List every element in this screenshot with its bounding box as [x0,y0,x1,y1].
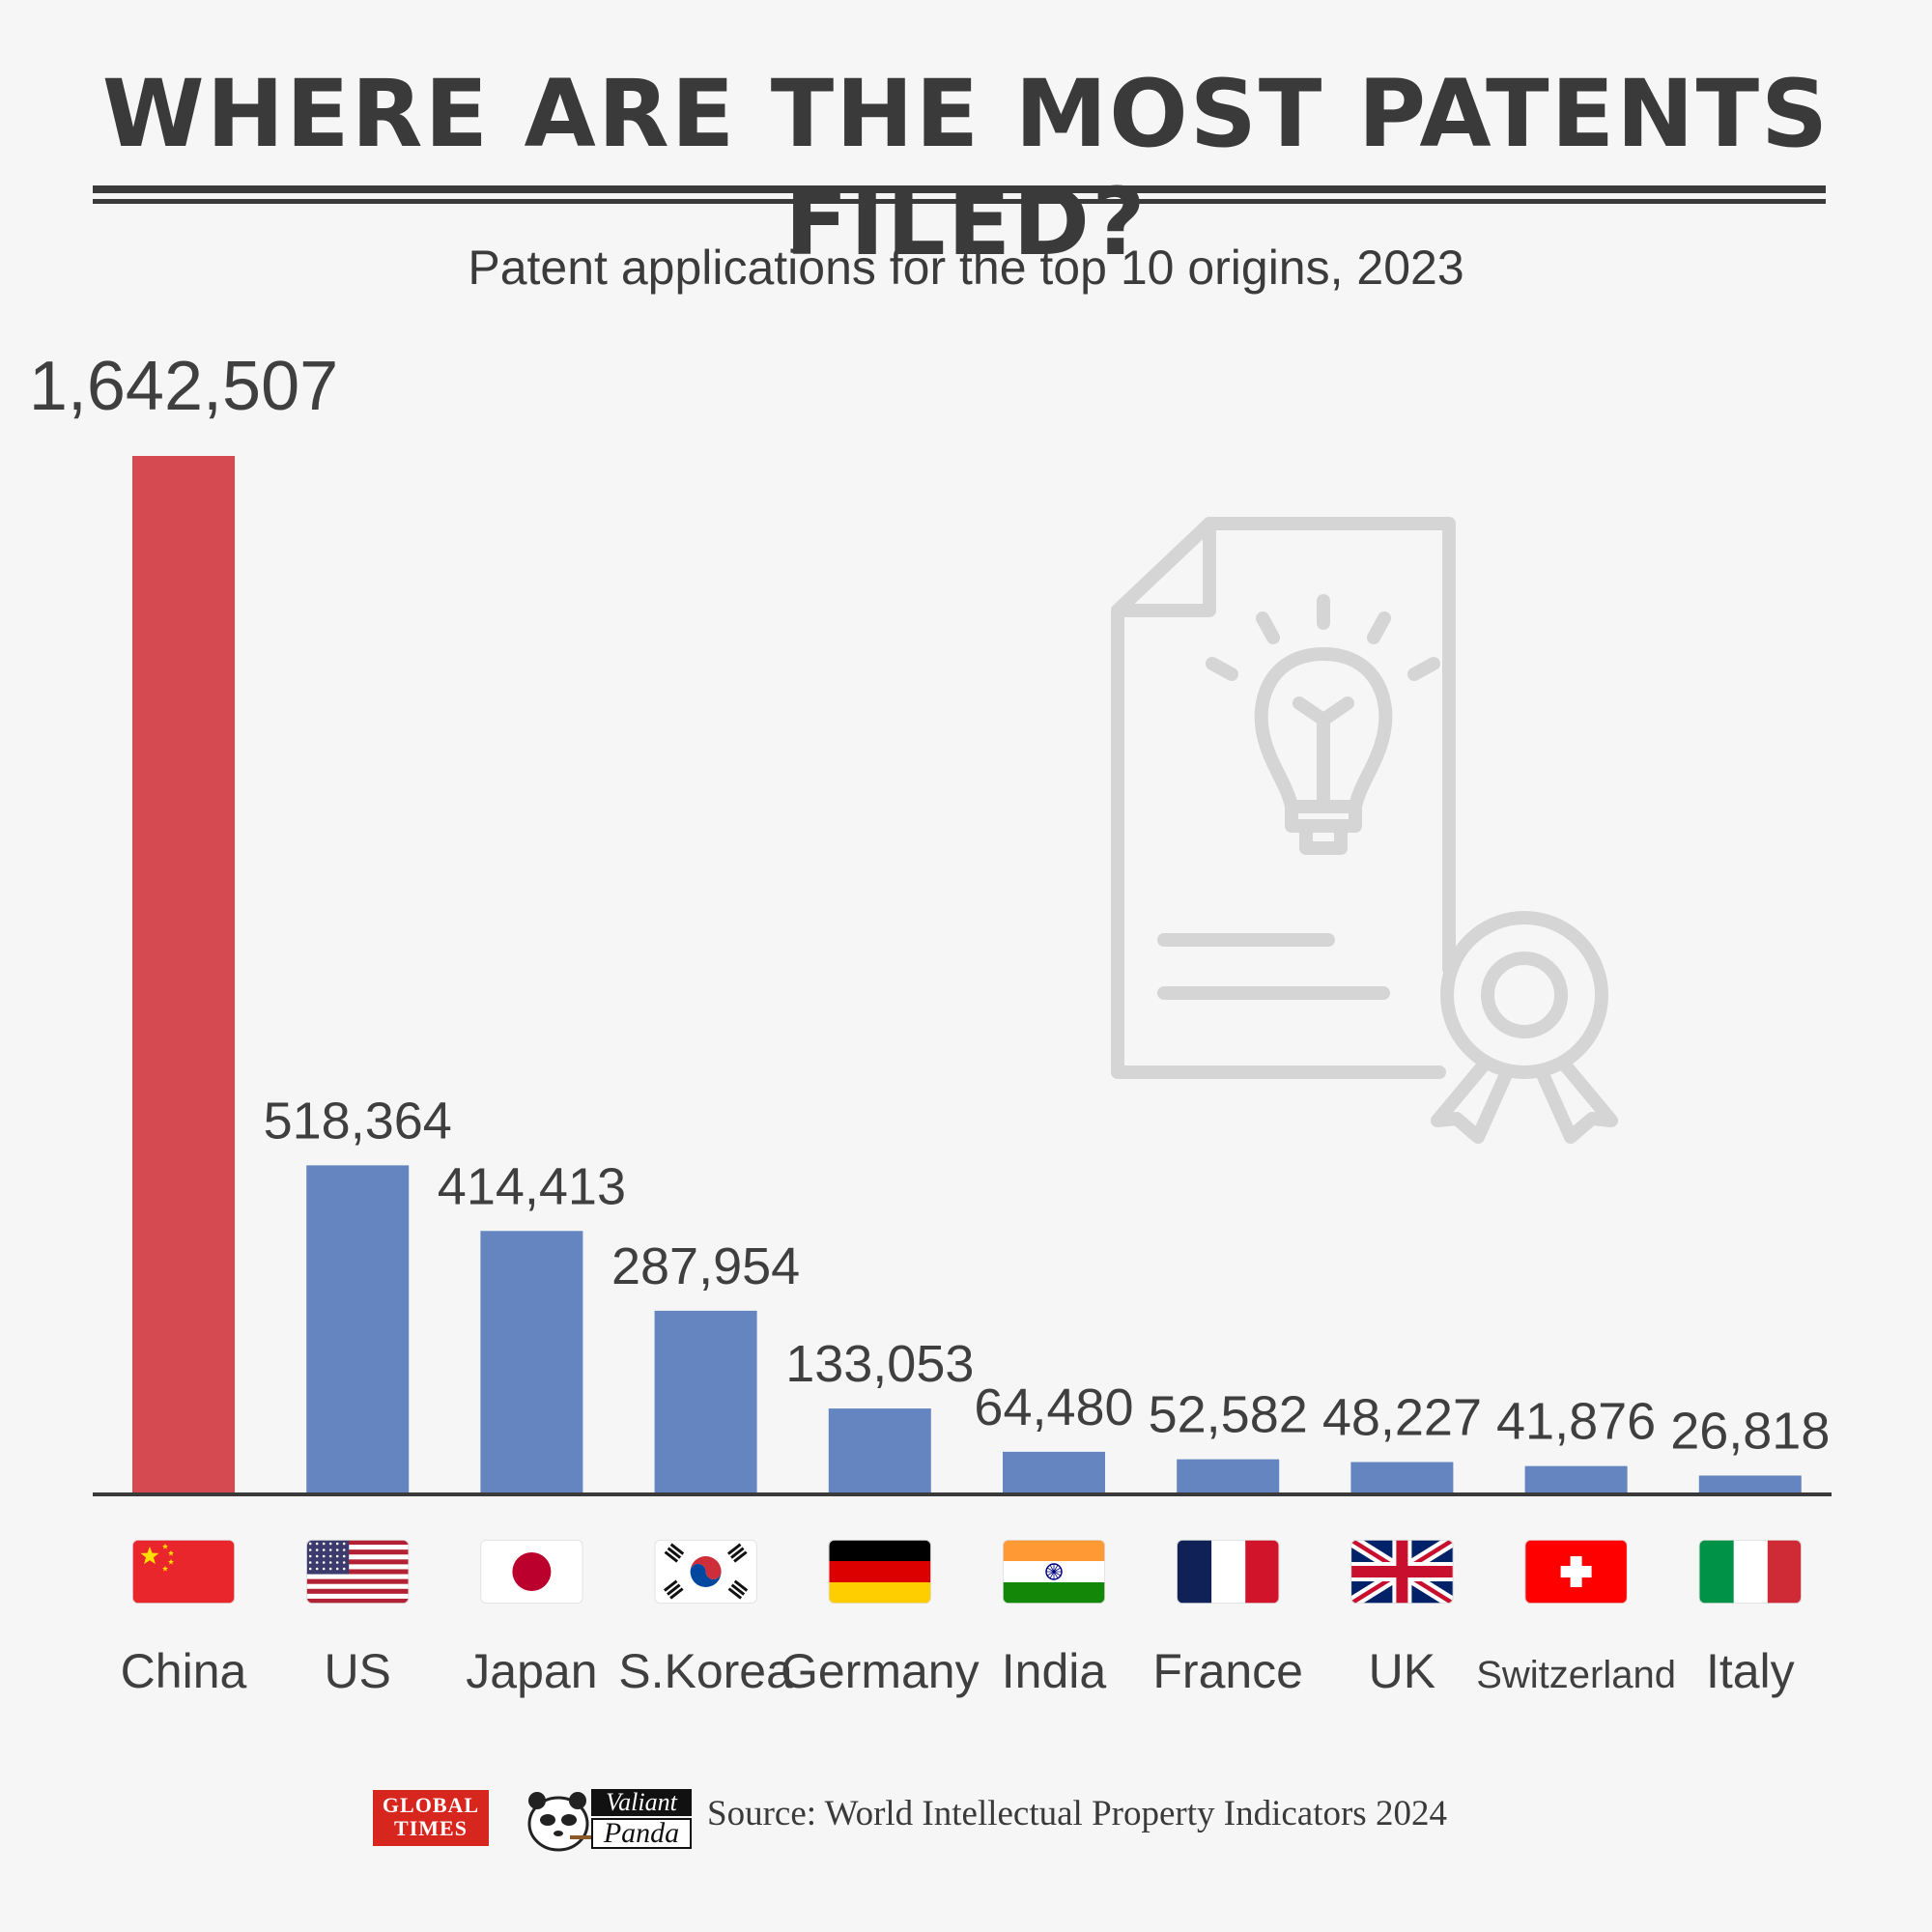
china-flag-icon [132,1540,235,1604]
uk-flag-icon [1350,1540,1454,1604]
value-label: 52,582 [1149,1386,1308,1444]
japan-flag-icon [480,1540,583,1604]
panda-logo-text-bottom: Panda [591,1818,692,1849]
category-label: Japan [466,1644,597,1698]
source-note: Source: World Intellectual Property Indi… [707,1794,1447,1833]
italy-flag-icon [1698,1540,1802,1604]
value-label: 414,413 [438,1157,626,1215]
chart-subtitle: Patent applications for the top 10 origi… [468,241,1464,295]
flags-layer [132,1540,1802,1604]
panda-mascot-icon [527,1792,591,1852]
india-flag-icon [1003,1540,1105,1604]
switzerland-flag-icon [1524,1540,1628,1604]
value-label: 133,053 [785,1335,974,1393]
value-label: 1,642,507 [29,348,338,425]
france-flag-icon [1177,1540,1280,1604]
category-label: Switzerland [1476,1654,1676,1696]
value-label: 48,227 [1322,1388,1482,1446]
bar-japan [480,1231,583,1492]
bar-india [1003,1451,1105,1492]
bar-switzerland [1524,1465,1628,1492]
category-label: India [1002,1644,1107,1698]
global-times-logo: GLOBAL TIMES [373,1790,489,1846]
south-korea-flag-icon [654,1540,757,1604]
category-label: US [324,1644,390,1698]
category-label: S.Korea [618,1644,793,1698]
title-divider-thick [93,185,1826,193]
category-label: China [121,1644,247,1698]
value-label: 518,364 [264,1092,452,1150]
us-flag-icon [306,1540,410,1604]
bar-uk [1350,1462,1454,1492]
value-label: 64,480 [974,1378,1133,1436]
bar-germany [828,1408,931,1492]
footer: GLOBAL TIMES Valiant Panda Source: World… [0,1785,1932,1862]
category-label: UK [1369,1644,1435,1698]
title-divider-thin [93,199,1826,204]
value-label: 26,818 [1670,1402,1830,1460]
bar-us [306,1165,410,1492]
bar-france [1177,1459,1280,1492]
bar-italy [1698,1475,1802,1492]
value-label: 287,954 [611,1237,800,1295]
patent-certificate-icon [1111,517,1618,1144]
bar-china [132,456,235,1492]
category-label: Germany [781,1644,980,1698]
category-label: France [1152,1644,1303,1698]
value-label: 41,876 [1496,1393,1656,1451]
germany-flag-icon [828,1540,931,1604]
category-label: Italy [1706,1644,1795,1698]
bar-skorea [654,1310,757,1492]
bars-layer: 1,642,507 China 518,364 US 414,413 Japan 287,9… [29,348,1831,1698]
panda-logo-text-top: Valiant [591,1789,692,1816]
